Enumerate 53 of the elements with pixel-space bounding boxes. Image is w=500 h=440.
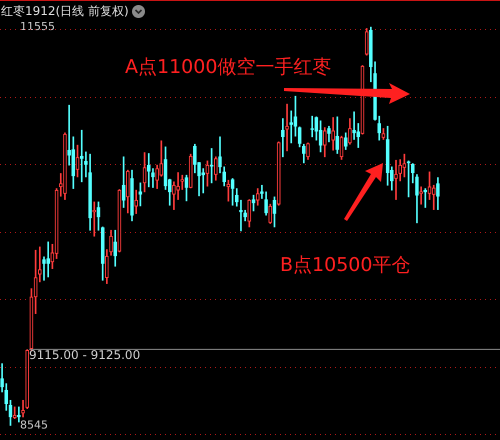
annotation: 9115.00 - 9125.00: [29, 348, 140, 362]
candlestick: [348, 118, 352, 145]
candlestick: [382, 128, 386, 140]
candlestick: [252, 194, 256, 212]
candlestick: [72, 136, 76, 189]
candlestick: [164, 146, 168, 190]
candlestick: [151, 168, 155, 188]
candlestick: [322, 127, 327, 158]
candlestick: [306, 142, 310, 160]
candlestick: [46, 242, 50, 278]
candlestick: [42, 256, 46, 281]
candlestick: [92, 202, 96, 237]
candlestick: [276, 142, 280, 206]
candlestick: [130, 170, 134, 222]
candlestick: [113, 230, 118, 267]
annotation: B点10500平仓: [280, 254, 410, 276]
candlestick: [377, 116, 382, 140]
candlestick: [63, 132, 67, 200]
candlestick: [428, 172, 432, 200]
candlestick: [160, 140, 164, 177]
candlestick: [285, 104, 289, 152]
candlestick: [84, 152, 88, 178]
candlestick: [318, 120, 322, 152]
candlestick: [340, 136, 344, 160]
candlestick: [424, 188, 428, 208]
candlestick: [54, 188, 58, 259]
candlestick: [206, 160, 210, 187]
candlestick: [327, 126, 331, 142]
candlestick: [109, 230, 113, 256]
y-tick-label: 8545: [20, 418, 48, 432]
candlestick: [76, 144, 80, 178]
candlestick: [142, 152, 146, 192]
candlestick: [272, 196, 276, 228]
candlestick: [364, 28, 368, 56]
candlestick: [268, 204, 272, 224]
candlestick: [402, 154, 406, 178]
candlestick: [188, 154, 192, 188]
candlestick: [193, 144, 197, 174]
candlestick: [105, 249, 109, 284]
candlestick: [264, 192, 268, 216]
candlestick: [386, 126, 390, 186]
candlestick: [122, 156, 126, 208]
candlestick: [289, 110, 294, 144]
candlestick: [310, 116, 314, 138]
candlestick: [344, 132, 348, 150]
candlestick: [214, 156, 218, 181]
candlestick: [88, 154, 92, 231]
chart-title: 红枣1912(日线 前复权): [1, 3, 129, 20]
annotation: A点11000做空一手红枣: [125, 56, 332, 78]
candlestick: [406, 160, 410, 198]
candlestick: [394, 160, 398, 200]
candlestick: [331, 117, 335, 151]
candlestick: [118, 189, 122, 252]
